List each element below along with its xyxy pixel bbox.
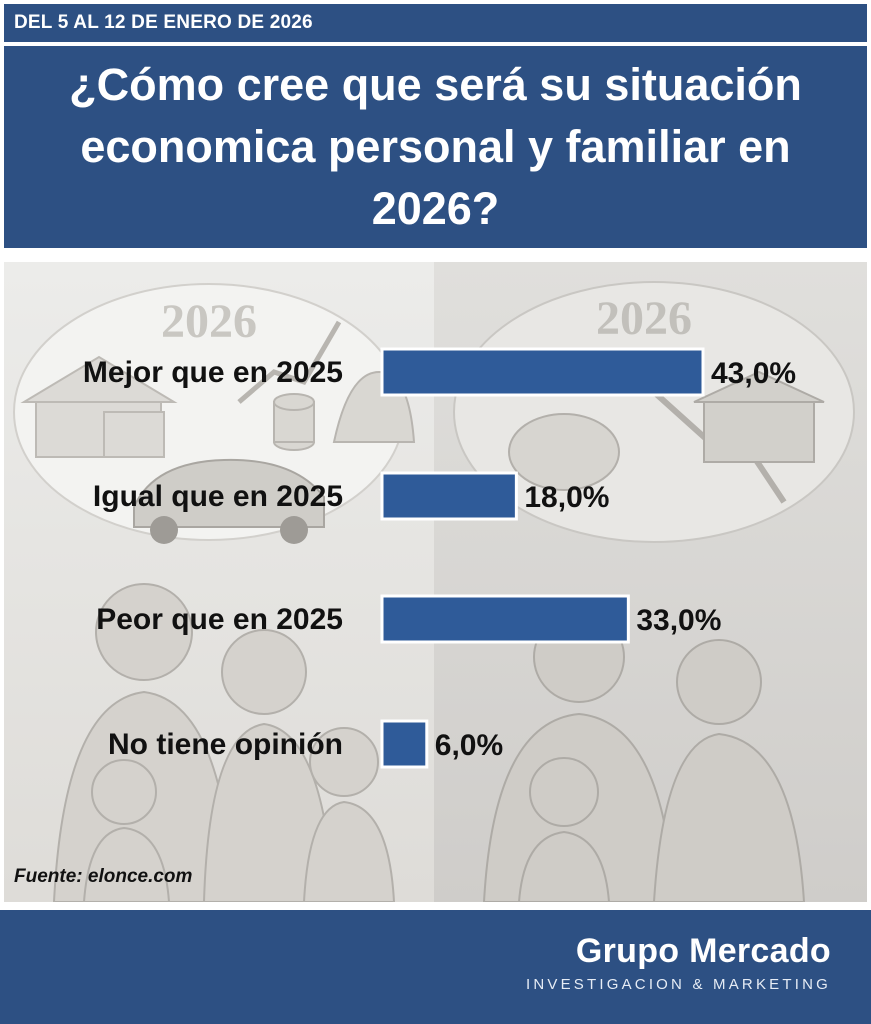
broken-piggy-bank-icon — [508, 413, 620, 491]
house-icon — [20, 355, 178, 458]
bar — [380, 719, 429, 769]
data-label: 33,0% — [636, 604, 721, 637]
happy-family-illustration — [52, 583, 396, 902]
data-label: 18,0% — [524, 481, 609, 514]
growth-arrow-icon — [237, 320, 342, 404]
date-range-banner: DEL 5 AL 12 DE ENERO DE 2026 — [4, 4, 867, 42]
car-icon — [133, 458, 325, 528]
worn-house-icon — [693, 370, 825, 463]
category-label: Mejor que en 2025 — [83, 356, 343, 389]
bar — [380, 594, 630, 644]
worried-family-illustration — [482, 611, 806, 902]
category-label: Peor que en 2025 — [96, 603, 343, 636]
brand-name: Grupo Mercado — [575, 932, 831, 970]
brand-tagline: INVESTIGACION & MARKETING — [525, 976, 831, 993]
category-label: No tiene opinión — [108, 728, 343, 761]
bar — [380, 347, 705, 397]
left-thought-year: 2026 — [161, 295, 257, 348]
data-label: 43,0% — [711, 357, 796, 390]
source-note: Fuente: elonce.com — [14, 866, 193, 887]
right-thought-year: 2026 — [596, 292, 692, 345]
data-label: 6,0% — [435, 729, 503, 762]
bar-chart: Mejor que en 2025 43,0% Igual que en 2025 1… — [83, 347, 796, 769]
footer-banner: Grupo Mercado INVESTIGACION & MARKETING — [0, 910, 871, 1024]
chart-panel: 2026 — [4, 262, 867, 902]
survey-question-title: ¿Cómo cree que será su situación economi… — [4, 46, 867, 248]
bar — [380, 471, 518, 521]
question-text: ¿Cómo cree que será su situación economi… — [69, 59, 802, 234]
category-label: Igual que en 2025 — [93, 480, 343, 513]
